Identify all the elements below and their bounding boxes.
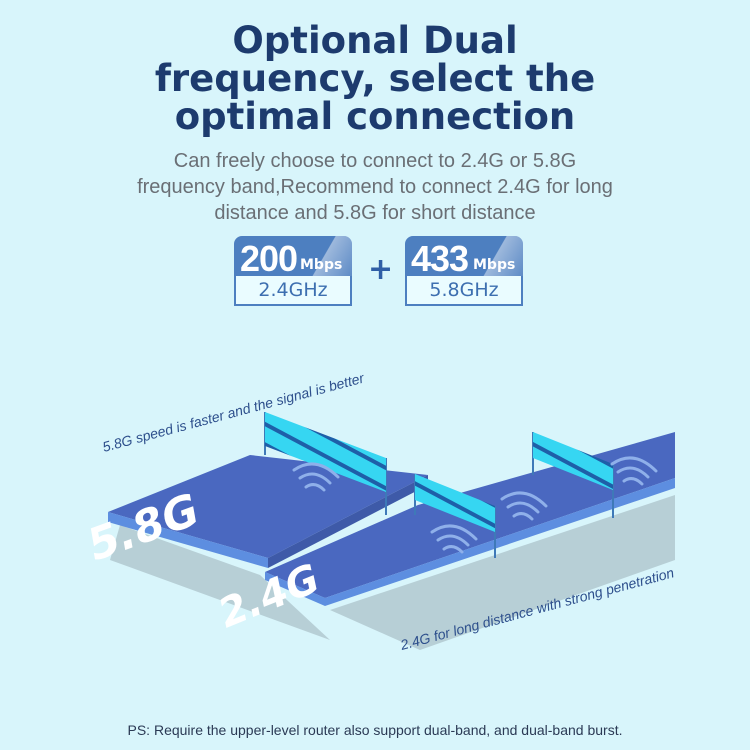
band-label: 5.8GHz (405, 276, 523, 306)
plate-5-8g (108, 455, 428, 558)
shadow (110, 525, 330, 640)
page-title: Optional Dual frequency, select the opti… (0, 22, 750, 136)
shadow (330, 495, 675, 650)
wifi-signal-icon (610, 456, 658, 486)
subtitle: Can freely choose to connect to 2.4G or … (0, 148, 750, 226)
subtitle-line: Can freely choose to connect to 2.4G or … (173, 150, 577, 172)
title-line: Optional Dual (232, 19, 518, 62)
title-line: frequency, select the (154, 57, 596, 100)
flag-icon (264, 412, 387, 515)
plate-edge (265, 572, 325, 606)
subtitle-line: distance and 5.8G for short distance (214, 202, 536, 224)
flag-icon (532, 432, 614, 518)
plate-edge (108, 512, 268, 568)
speed-value: 433 (411, 238, 469, 276)
band-label: 2.4GHz (234, 276, 352, 306)
footnote: PS: Require the upper-level router also … (127, 722, 623, 738)
wifi-signal-icon (430, 524, 478, 554)
subtitle-line: frequency band,Recommend to connect 2.4G… (137, 176, 613, 198)
badge-2-4ghz: 200 Mbps 2.4GHz (234, 236, 352, 306)
wifi-signal-icon (292, 462, 340, 492)
flag-icon (414, 474, 496, 558)
title-line: optimal connection (174, 95, 576, 138)
badge-5-8ghz: 433 Mbps 5.8GHz (405, 236, 523, 306)
plus-sign: + (368, 252, 394, 287)
speed-value: 200 (240, 238, 298, 276)
speed-unit: Mbps (473, 257, 516, 273)
plate-edge (268, 475, 428, 568)
wifi-signal-icon (500, 491, 548, 521)
speed-unit: Mbps (300, 257, 343, 273)
plate-edge (325, 478, 675, 606)
